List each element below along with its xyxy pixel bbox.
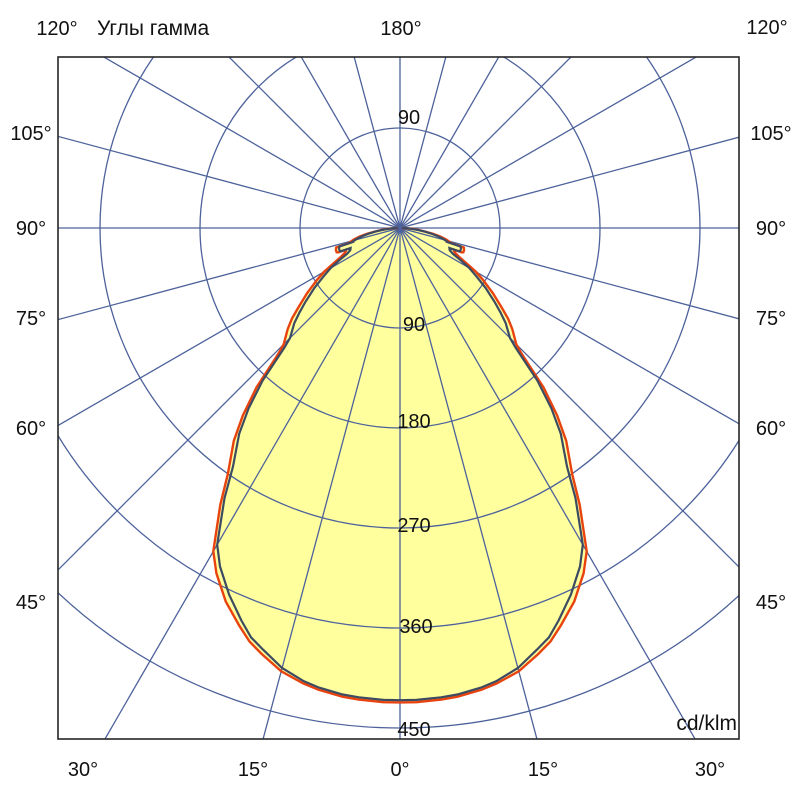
gamma-angle-label: 75° (16, 308, 46, 330)
gamma-angle-label: 30° (695, 759, 725, 781)
intensity-tick-label: 450 (397, 719, 430, 741)
intensity-tick-label: 360 (399, 616, 432, 638)
chart-title: Углы гамма (97, 17, 210, 40)
plot-border (57, 56, 740, 740)
unit-label: cd/klm (676, 712, 737, 735)
curve-c90-c270 (216, 226, 584, 702)
gamma-angle-label: 90° (756, 218, 786, 240)
gamma-angle-label: 0° (390, 759, 409, 781)
intensity-tick-label: 270 (397, 515, 430, 537)
gamma-angle-label: 45° (16, 592, 46, 614)
grid-ray (262, 57, 447, 739)
intensity-tick-label: 180 (397, 411, 430, 433)
gamma-angle-label: 30° (68, 759, 98, 781)
gamma-angle-label: 180° (380, 18, 421, 40)
gamma-angle-label: 105° (10, 123, 51, 145)
gamma-angle-label: 15° (238, 759, 268, 781)
gamma-angle-label: 15° (528, 759, 558, 781)
gamma-angle-label: 120° (746, 17, 787, 39)
gamma-angle-label: 90° (16, 218, 46, 240)
gamma-angle-label: 105° (750, 123, 791, 145)
gamma-angle-label: 45° (756, 592, 786, 614)
gamma-angle-label: 60° (756, 418, 786, 440)
intensity-tick-label: 90 (398, 107, 420, 129)
gamma-angle-label: 60° (16, 418, 46, 440)
gamma-angle-label: 120° (36, 18, 77, 40)
gamma-angle-label: 75° (756, 308, 786, 330)
intensity-tick-label: 90 (403, 314, 425, 336)
